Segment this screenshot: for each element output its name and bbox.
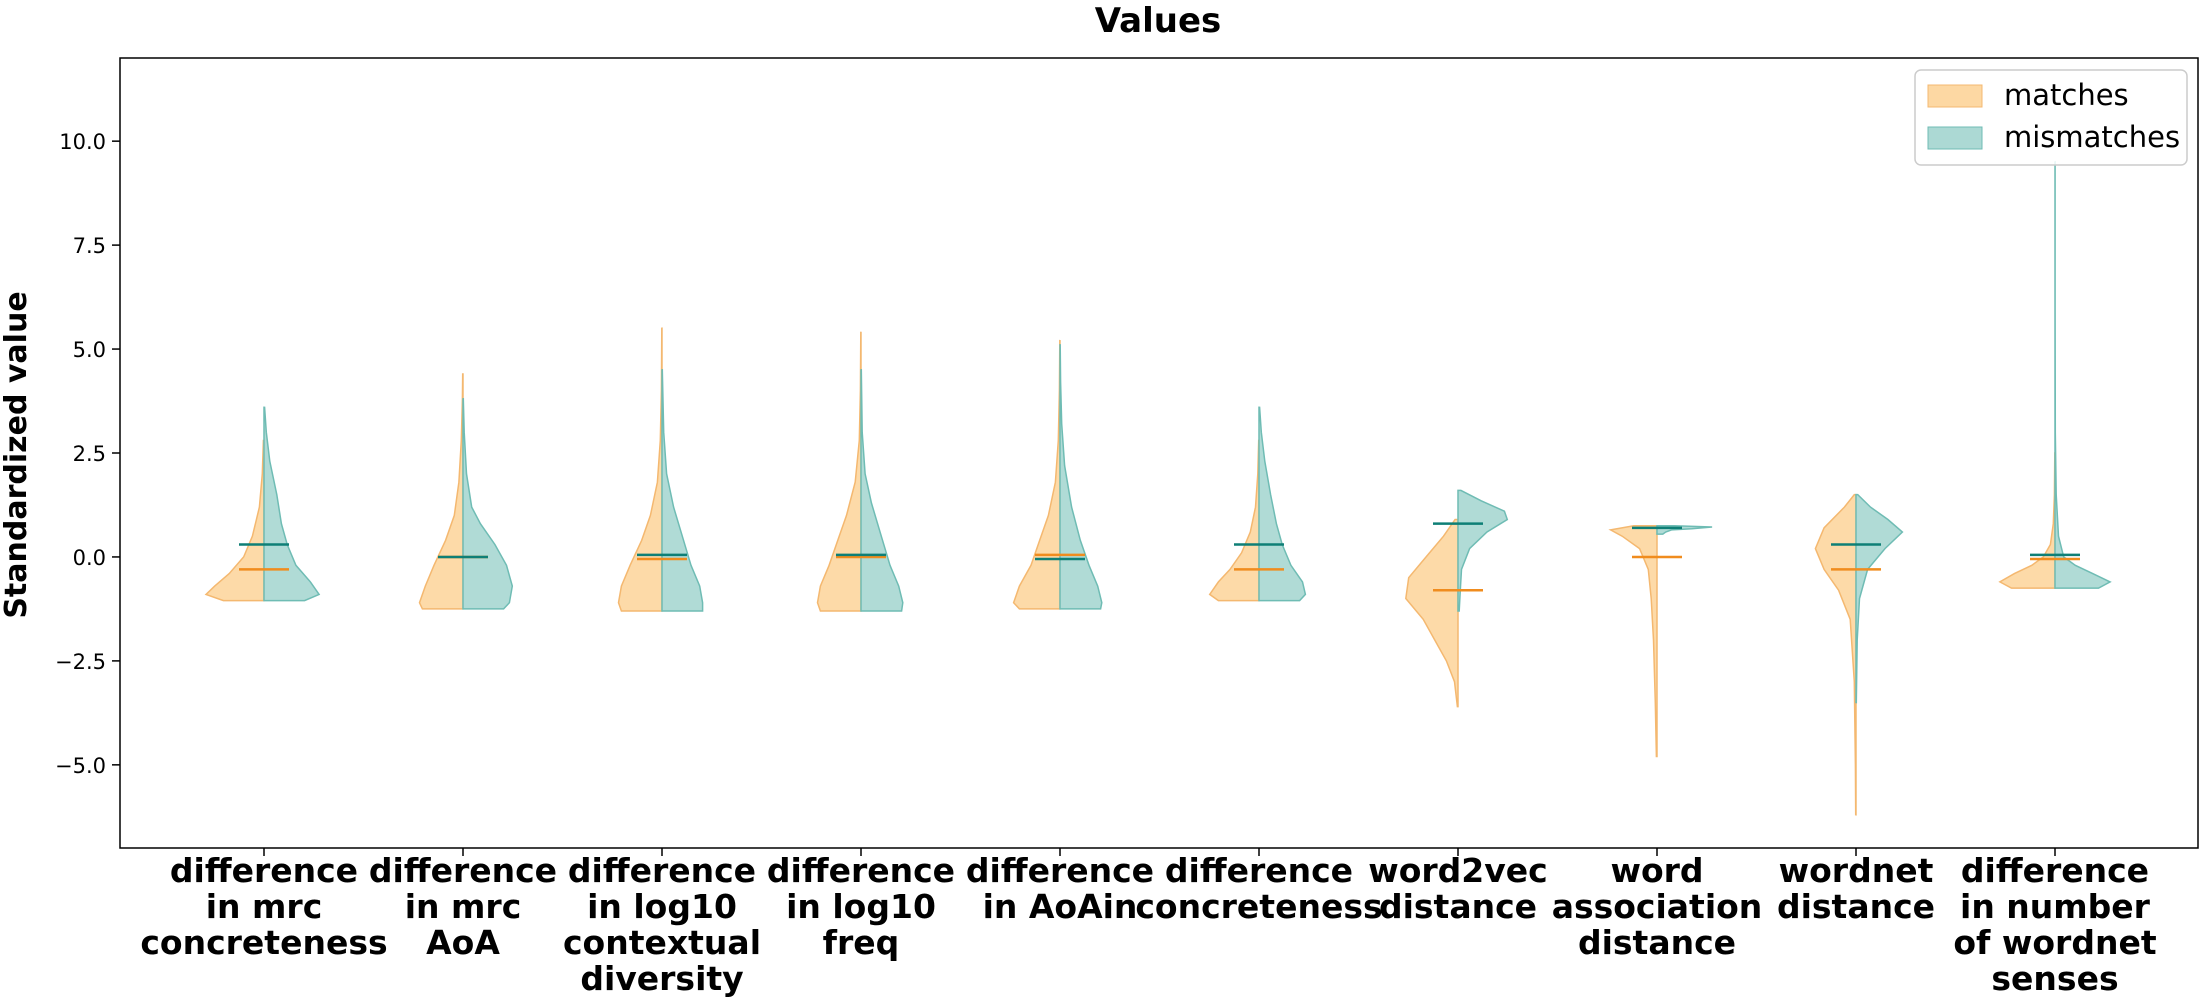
legend-label-matches: matches — [2004, 78, 2129, 112]
violin-mismatches — [661, 368, 704, 612]
x-tick-label: difference in mrc concreteness — [140, 851, 387, 962]
y-tick-label: −2.5 — [55, 650, 106, 674]
violin-mismatches — [263, 406, 321, 602]
y-tick-label: 10.0 — [59, 130, 106, 154]
violin-matches — [204, 439, 265, 602]
violin-mismatches — [462, 398, 514, 610]
legend-label-mismatches: mismatches — [2004, 120, 2180, 154]
violin-matches — [1608, 525, 1658, 758]
x-tick-label: word2vec distance — [1368, 851, 1547, 926]
violins — [204, 160, 2112, 816]
violin-pair — [1208, 406, 1307, 602]
violin-matches — [1998, 452, 2056, 589]
violin-mismatches — [2054, 160, 2112, 589]
x-tick-label: difference in AoAin — [966, 851, 1154, 926]
violin-pair — [1012, 339, 1103, 610]
violin-pair — [204, 406, 321, 602]
violin-mismatches — [1059, 344, 1103, 610]
violin-matches — [1208, 439, 1260, 602]
y-axis-label: Standardized value — [0, 291, 34, 618]
violin-mismatches — [860, 368, 904, 612]
legend-swatch-mismatches — [1927, 126, 1983, 150]
violin-pair — [418, 373, 514, 610]
violin-pair — [1608, 525, 1713, 758]
x-tick-label: difference in log10 freq — [767, 851, 955, 962]
violin-pair — [617, 327, 704, 612]
violin-mismatches — [1258, 406, 1307, 602]
x-tick-label: difference in mrc AoA — [369, 851, 557, 962]
y-tick-label: −5.0 — [55, 754, 106, 778]
violin-matches — [1405, 518, 1459, 708]
y-tick-label: 0.0 — [73, 546, 106, 570]
violin-pair — [1814, 493, 1904, 816]
x-tick-label: difference in log10 contextual diversity — [563, 851, 761, 998]
legend-box — [1914, 69, 2188, 166]
x-tick-label: wordnet distance — [1777, 851, 1935, 926]
violin-matches — [1814, 493, 1857, 816]
violin-matches — [418, 373, 464, 610]
violin-matches — [816, 331, 862, 612]
violin-matches — [1012, 339, 1061, 610]
violin-matches — [617, 327, 663, 612]
violin-mismatches — [1855, 493, 1904, 704]
y-axis-ticks: 10.0 7.5 5.0 2.5 0.0 −2.5 −5.0 — [55, 130, 120, 778]
violin-mismatches — [1457, 489, 1509, 612]
y-tick-label: 2.5 — [73, 442, 106, 466]
legend: matches mismatches — [1914, 69, 2188, 166]
x-tick-label: difference in number of wordnet senses — [1953, 851, 2156, 998]
violin-pair — [1405, 489, 1509, 708]
y-tick-label: 7.5 — [73, 234, 106, 258]
plot-frame — [119, 57, 2199, 849]
violin-pair — [816, 331, 904, 612]
x-tick-label: word association distance — [1552, 851, 1763, 962]
legend-swatch-matches — [1927, 84, 1983, 108]
x-tick-label: difference concreteness — [1135, 851, 1382, 926]
y-tick-label: 5.0 — [73, 338, 106, 362]
chart-title: Values — [1095, 1, 1222, 41]
violin-pair — [1998, 160, 2112, 589]
median-lines — [239, 522, 2080, 592]
